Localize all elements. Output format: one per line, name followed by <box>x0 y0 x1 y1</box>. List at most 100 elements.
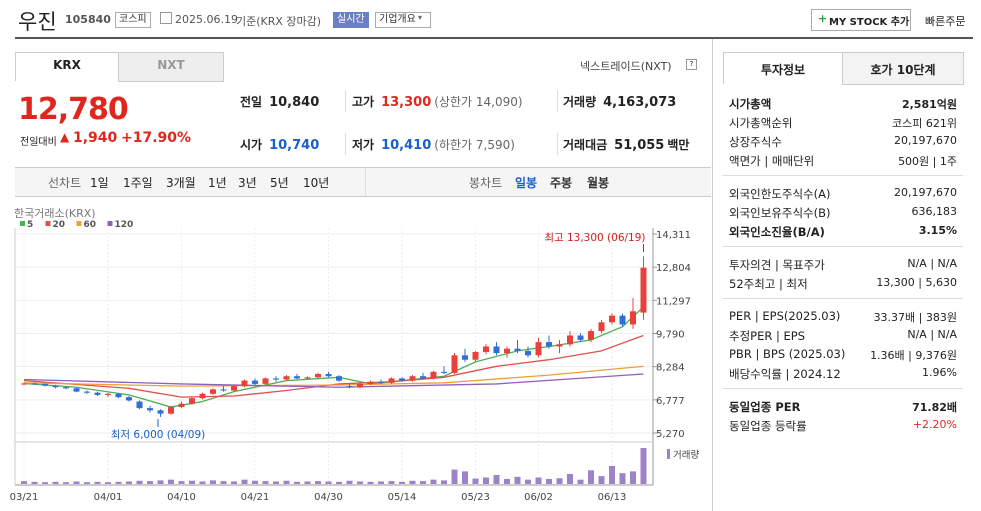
info-tab-label[interactable]: 투자정보 <box>760 63 806 77</box>
mystock-button[interactable] <box>811 9 911 31</box>
candle-body <box>378 381 384 383</box>
info-tab-label[interactable]: 호가 10단계 <box>870 63 936 77</box>
change-pct: +17.90% <box>121 130 192 146</box>
candle-body <box>52 385 59 388</box>
volume-bar <box>94 481 101 484</box>
period-tab[interactable]: 1년 <box>208 176 227 190</box>
change-label: 전일대비 <box>20 137 57 148</box>
volume-bar <box>283 480 290 484</box>
info-tab[interactable] <box>842 52 964 85</box>
candle-body <box>304 377 311 379</box>
panel-divider <box>712 39 713 511</box>
candle-body <box>609 315 615 323</box>
candle-body <box>546 342 552 347</box>
y-tick-label: 6,777 <box>656 396 685 407</box>
source: 한국거래소(KRX) <box>14 207 96 220</box>
volume-bar <box>199 481 206 484</box>
quote-value: 10,410 <box>381 138 432 153</box>
volume-bar <box>126 481 132 484</box>
candle-body <box>73 388 80 392</box>
last-price: 12,780 <box>18 92 129 127</box>
info-label: 외국인보유주식수(B) <box>729 206 831 220</box>
y-tick-label: 14,311 <box>656 230 691 241</box>
tab[interactable] <box>118 52 224 82</box>
info-value: +2.20% <box>912 418 957 431</box>
company-button[interactable]: 기업개요 <box>375 12 431 28</box>
volume-bar <box>588 470 594 484</box>
volume-bar <box>546 478 552 484</box>
candle-body <box>136 401 143 409</box>
legend-swatch <box>76 221 82 226</box>
annotation: 최고 13,300 (06/19) <box>544 232 645 244</box>
period-tab[interactable]: 1주일 <box>123 176 153 190</box>
quote-label: 저가 <box>352 138 375 152</box>
candle-body <box>462 355 468 360</box>
candle-body <box>199 393 206 399</box>
candle-body <box>178 403 185 408</box>
nxt-link[interactable]: 넥스트레이드(NXT) <box>580 60 672 73</box>
period-tab[interactable]: 3년 <box>238 176 257 190</box>
info-value: 20,197,670 <box>894 186 957 199</box>
info-label: 시가총액순위 <box>729 116 793 130</box>
candle-tab[interactable]: 월봉 <box>587 176 610 190</box>
info-separator <box>723 298 963 299</box>
candle-body <box>105 393 111 395</box>
quote-item: 시가 10,740 <box>240 136 319 153</box>
date: 2025.06.19 <box>175 13 238 26</box>
candle-body <box>115 393 122 398</box>
info-value: 636,183 <box>911 205 958 218</box>
info-label: PER | EPS(2025.03) <box>729 309 841 323</box>
market-badge: 코스피 <box>115 12 151 28</box>
tab-label[interactable]: KRX <box>53 58 81 72</box>
tab-label[interactable]: NXT <box>157 58 185 72</box>
volume-bar <box>567 473 573 484</box>
info-label: 동일업종 등락률 <box>729 419 807 433</box>
candle-body <box>231 386 237 391</box>
stock-code: 105840 <box>65 13 111 26</box>
info-label: 외국인한도주식수(A) <box>729 187 831 201</box>
volume-bar <box>441 480 447 484</box>
candle-body <box>630 311 636 325</box>
volume-bar <box>577 479 584 484</box>
info-value: 71.82배 <box>912 401 957 414</box>
quote-label: 전일 <box>240 95 263 109</box>
candle-body <box>514 348 521 351</box>
x-tick-label: 05/23 <box>461 492 490 503</box>
candle-body <box>388 378 395 383</box>
candle-body <box>220 389 227 391</box>
volume-bar <box>231 481 237 484</box>
candle-tab[interactable]: 일봉 <box>515 176 538 190</box>
period-tab[interactable]: 10년 <box>303 176 330 190</box>
quote-separator <box>345 133 346 155</box>
info-label: 투자의견 | 목표주가 <box>729 258 825 272</box>
candle-body <box>63 387 69 389</box>
y-tick-label: 11,297 <box>656 296 691 307</box>
volume-bar <box>262 481 269 484</box>
period-tab[interactable]: 1일 <box>90 176 109 190</box>
info-value: 500원 | 1주 <box>898 155 957 168</box>
volume-bar <box>210 480 216 484</box>
period-tab[interactable]: 5년 <box>270 176 289 190</box>
volume-bar <box>472 478 479 484</box>
candle-tab[interactable]: 주봉 <box>550 176 573 190</box>
candle-body <box>367 381 374 384</box>
realtime-button[interactable]: 실시간 <box>333 12 369 28</box>
candle-body <box>357 383 363 388</box>
candle-body <box>525 350 531 356</box>
volume-bar <box>504 478 510 484</box>
candle-body <box>441 371 447 373</box>
x-tick-label: 06/02 <box>524 492 553 503</box>
candle-body <box>399 378 405 381</box>
info-value: 1.36배 | 9,376원 <box>870 349 957 362</box>
calendar-icon <box>160 12 172 24</box>
legend-swatch <box>45 221 51 226</box>
volume-bar <box>346 480 353 484</box>
quote-item: 저가 10,410 (하한가 7,590) <box>352 136 515 153</box>
quick-order[interactable]: 빠른주문 <box>925 15 966 28</box>
period-tab[interactable]: 3개월 <box>166 176 196 190</box>
x-tick-label: 04/30 <box>314 492 343 503</box>
volume-bar <box>189 480 195 484</box>
candle-body <box>315 374 321 378</box>
volume-bar <box>619 473 626 484</box>
